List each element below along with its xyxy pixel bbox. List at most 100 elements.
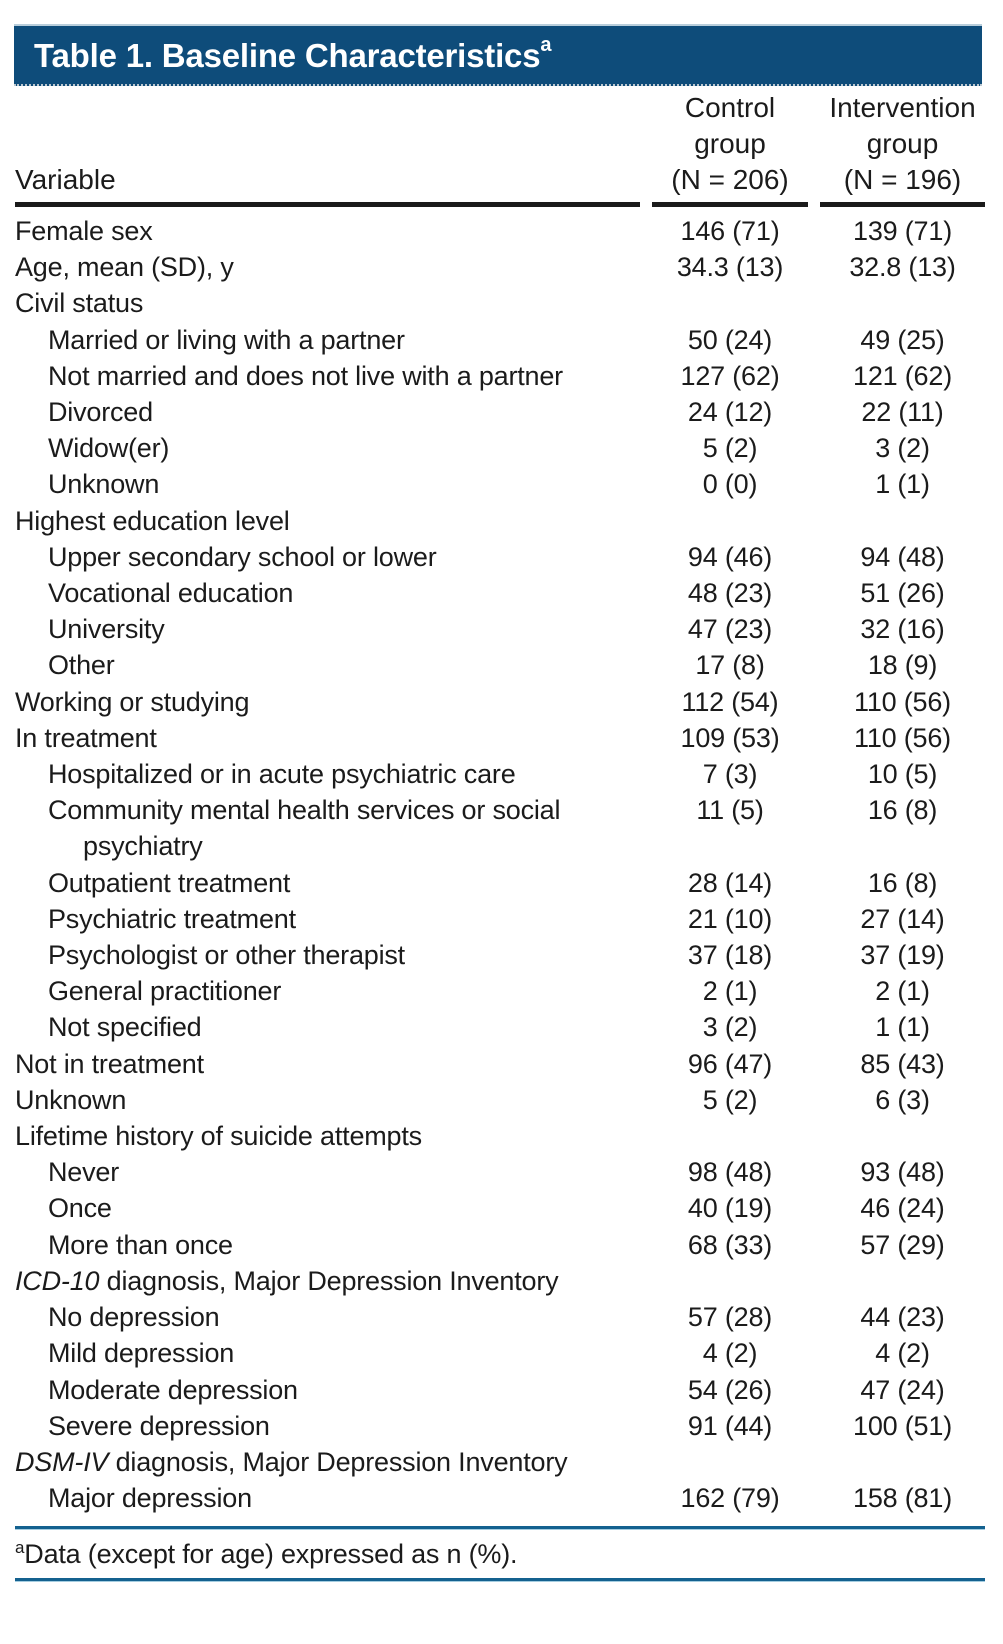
row-label: Divorced [48, 397, 153, 428]
control-value: 96 (47) [687, 1048, 773, 1079]
table-row: In treatment 109 (53) 110 (56) [15, 720, 985, 756]
row-label: Other [48, 650, 115, 681]
intervention-value: 1 (1) [875, 469, 930, 500]
table-row: Not in treatment 96 (47) 85 (43) [15, 1046, 985, 1082]
table-row: Lifetime history of suicide attempts [15, 1118, 985, 1154]
control-value: 5 (2) [702, 433, 758, 464]
control-value: 127 (62) [680, 360, 780, 391]
table-row: No depression 57 (28) 44 (23) [15, 1299, 985, 1335]
intervention-value: 49 (25) [860, 324, 945, 355]
row-label: Not married and does not live with a par… [48, 360, 563, 391]
intervention-value: 139 (71) [853, 216, 952, 246]
column-header-variable: Variable [15, 162, 640, 207]
intervention-value: 18 (9) [867, 650, 938, 681]
table-row: Other 17 (8) 18 (9) [15, 647, 985, 683]
table-row: Major depression 162 (79) 158 (81) [15, 1480, 985, 1516]
intervention-value: 110 (56) [854, 722, 951, 753]
control-value: 0 (0) [702, 469, 758, 500]
row-label: Hospitalized or in acute psychiatric car… [48, 759, 516, 790]
row-label: Civil status [15, 288, 144, 319]
row-label: Moderate depression [48, 1374, 298, 1405]
footnote-rule-top [15, 1526, 985, 1531]
row-label: Unknown [15, 1084, 127, 1115]
table-row: Vocational education 48 (23) 51 (26) [15, 575, 985, 611]
table-row: University 47 (23) 32 (16) [15, 611, 985, 647]
row-label: University [48, 614, 165, 645]
table-row: Age, mean (SD), y 34.3 (13) 32.8 (13) [15, 249, 985, 285]
table-row: Upper secondary school or lower 94 (46) 94… [15, 539, 985, 575]
row-label: Vocational education [48, 578, 294, 609]
table-row: Unknown 5 (2) 6 (3) [15, 1082, 985, 1118]
row-label: Psychologist or other therapist [48, 940, 405, 971]
table-row: Highest education level [15, 503, 985, 539]
row-label: DSM-IV diagnosis, Major Depression Inven… [15, 1446, 568, 1477]
control-value: 91 (44) [687, 1410, 773, 1441]
intervention-value: 51 (26) [860, 578, 945, 609]
row-label: Age, mean (SD), y [15, 252, 234, 283]
table-row: Mild depression 4 (2) 4 (2) [15, 1335, 985, 1371]
row-label: Severe depression [48, 1410, 270, 1441]
row-label: Never [48, 1157, 120, 1188]
intervention-value: 22 (11) [861, 397, 944, 428]
column-header-control: Control group (N = 206) [652, 90, 808, 207]
table-row: More than once 68 (33) 57 (29) [15, 1227, 985, 1263]
intervention-value: 2 (1) [875, 976, 930, 1007]
control-value: 162 (79) [680, 1483, 780, 1514]
row-label: Female sex [15, 216, 153, 246]
control-value: 40 (19) [687, 1193, 773, 1224]
intervention-value: 32 (16) [860, 614, 945, 645]
row-label: Community mental health services or soci… [15, 792, 640, 864]
table-row: ICD-10 diagnosis, Major Depression Inven… [15, 1263, 985, 1299]
control-value: 68 (33) [687, 1229, 773, 1260]
baseline-characteristics-table: Variable Control group (N = 206) Interve… [15, 90, 985, 1526]
intervention-value: 1 (1) [875, 1012, 930, 1043]
table-body: Female sex 146 (71) 139 (71) Age, mean (SD)… [15, 207, 985, 1526]
table-row: Not married and does not live with a par… [15, 358, 985, 394]
intervention-value: 4 (2) [875, 1338, 930, 1369]
row-label: Widow(er) [48, 433, 170, 464]
row-label: Psychiatric treatment [48, 903, 296, 934]
table-row: Widow(er) 5 (2) 3 (2) [15, 430, 985, 466]
row-label-continuation: psychiatry [83, 831, 203, 862]
row-label: Upper secondary school or lower [48, 541, 437, 572]
table-row: Civil status [15, 285, 985, 321]
control-value: 57 (28) [687, 1302, 773, 1333]
intervention-value: 16 (8) [867, 867, 938, 898]
intervention-value: 100 (51) [853, 1410, 952, 1441]
control-value: 109 (53) [680, 722, 780, 753]
control-value: 5 (2) [702, 1084, 758, 1115]
intervention-value: 37 (19) [860, 940, 945, 971]
control-value: 24 (12) [687, 397, 773, 428]
column-header-intervention: Intervention group (N = 196) [820, 90, 985, 207]
row-label: More than once [48, 1229, 233, 1260]
row-label: Married or living with a partner [48, 324, 405, 355]
table-row: General practitioner 2 (1) 2 (1) [15, 973, 985, 1009]
intervention-value: 47 (24) [860, 1374, 945, 1405]
intervention-value: 6 (3) [875, 1084, 930, 1115]
intervention-value: 85 (43) [860, 1048, 945, 1079]
row-label: Major depression [48, 1483, 252, 1514]
footnote-rule-bottom [15, 1578, 985, 1583]
row-label: Once [48, 1193, 112, 1224]
table-row: Never 98 (48) 93 (48) [15, 1154, 985, 1190]
table-row: Moderate depression 54 (26) 47 (24) [15, 1372, 985, 1408]
intervention-value: 32.8 (13) [849, 252, 956, 283]
table-row: Psychologist or other therapist 37 (18) 37… [15, 937, 985, 973]
table-row: DSM-IV diagnosis, Major Depression Inven… [15, 1444, 985, 1480]
table-row: Female sex 146 (71) 139 (71) [15, 213, 985, 249]
control-value: 21 (10) [687, 903, 773, 934]
control-value: 34.3 (13) [676, 252, 784, 283]
title-footnote-marker: a [540, 33, 552, 56]
table-row: Unknown 0 (0) 1 (1) [15, 466, 985, 502]
control-value: 94 (46) [687, 541, 773, 572]
control-value: 50 (24) [687, 324, 773, 355]
control-value: 2 (1) [702, 976, 758, 1007]
table-row: Working or studying 112 (54) 110 (56) [15, 684, 985, 720]
column-header-row: Variable Control group (N = 206) Interve… [15, 90, 985, 207]
row-label: General practitioner [48, 976, 282, 1007]
intervention-value: 158 (81) [853, 1483, 952, 1514]
intervention-value: 16 (8) [867, 795, 938, 826]
control-value: 98 (48) [687, 1157, 773, 1188]
table-row: Outpatient treatment 28 (14) 16 (8) [15, 865, 985, 901]
